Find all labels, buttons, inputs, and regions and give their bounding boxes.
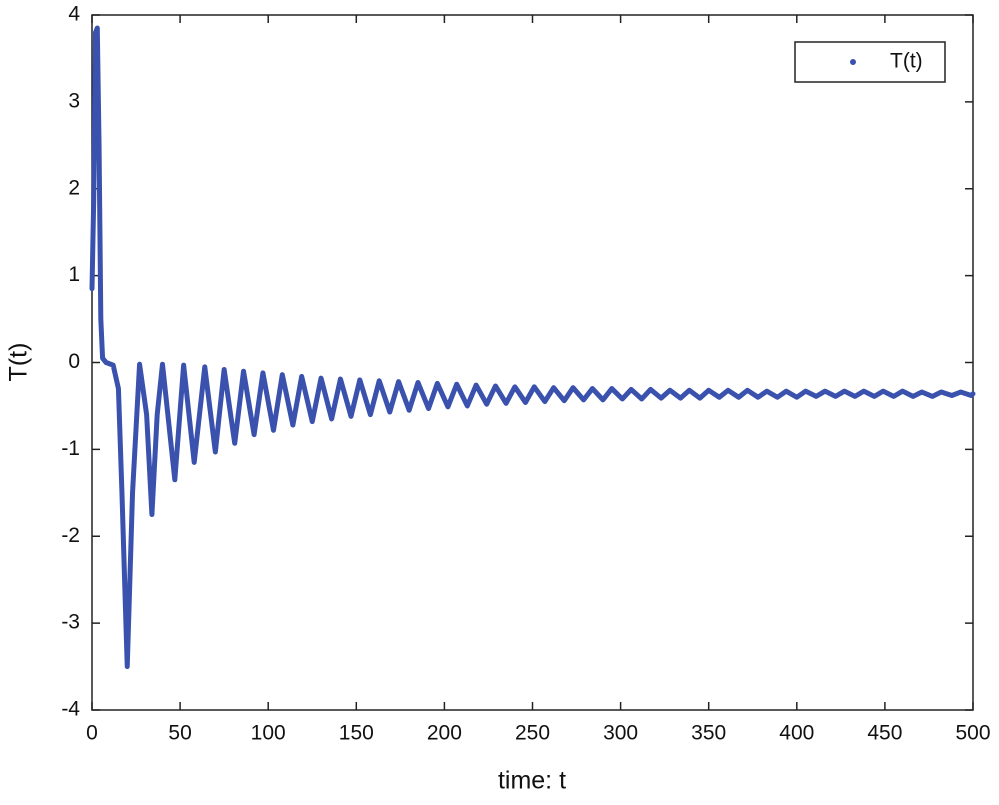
x-tick-label: 250: [515, 722, 550, 745]
x-tick-label: 150: [339, 722, 374, 745]
data-line: [89, 25, 976, 670]
x-tick-label: 200: [427, 722, 462, 745]
x-tick-label: 0: [86, 722, 98, 745]
legend-label: T(t): [890, 50, 923, 73]
y-axis-label: T(t): [5, 343, 33, 382]
x-tick-label: 50: [168, 722, 191, 745]
y-tick-label: 0: [68, 350, 80, 373]
x-tick-label: 500: [955, 722, 990, 745]
y-tick-label: 2: [68, 176, 80, 199]
x-tick-label: 300: [603, 722, 638, 745]
legend-box: [794, 41, 946, 83]
y-tick-label: -4: [61, 698, 80, 721]
y-tick-label: -3: [61, 611, 80, 634]
y-tick-label: 3: [68, 89, 80, 112]
y-tick-label: 4: [68, 3, 80, 26]
legend-marker: [850, 59, 856, 65]
y-tick-label: 1: [68, 263, 80, 286]
x-tick-label: 100: [251, 722, 286, 745]
y-tick-label: -1: [61, 437, 80, 460]
x-tick-label: 450: [867, 722, 902, 745]
x-tick-label: 400: [779, 722, 814, 745]
y-tick-label: -2: [61, 524, 80, 547]
x-axis-label: time: t: [498, 767, 566, 795]
plot-area: [91, 14, 974, 711]
x-tick-label: 350: [691, 722, 726, 745]
